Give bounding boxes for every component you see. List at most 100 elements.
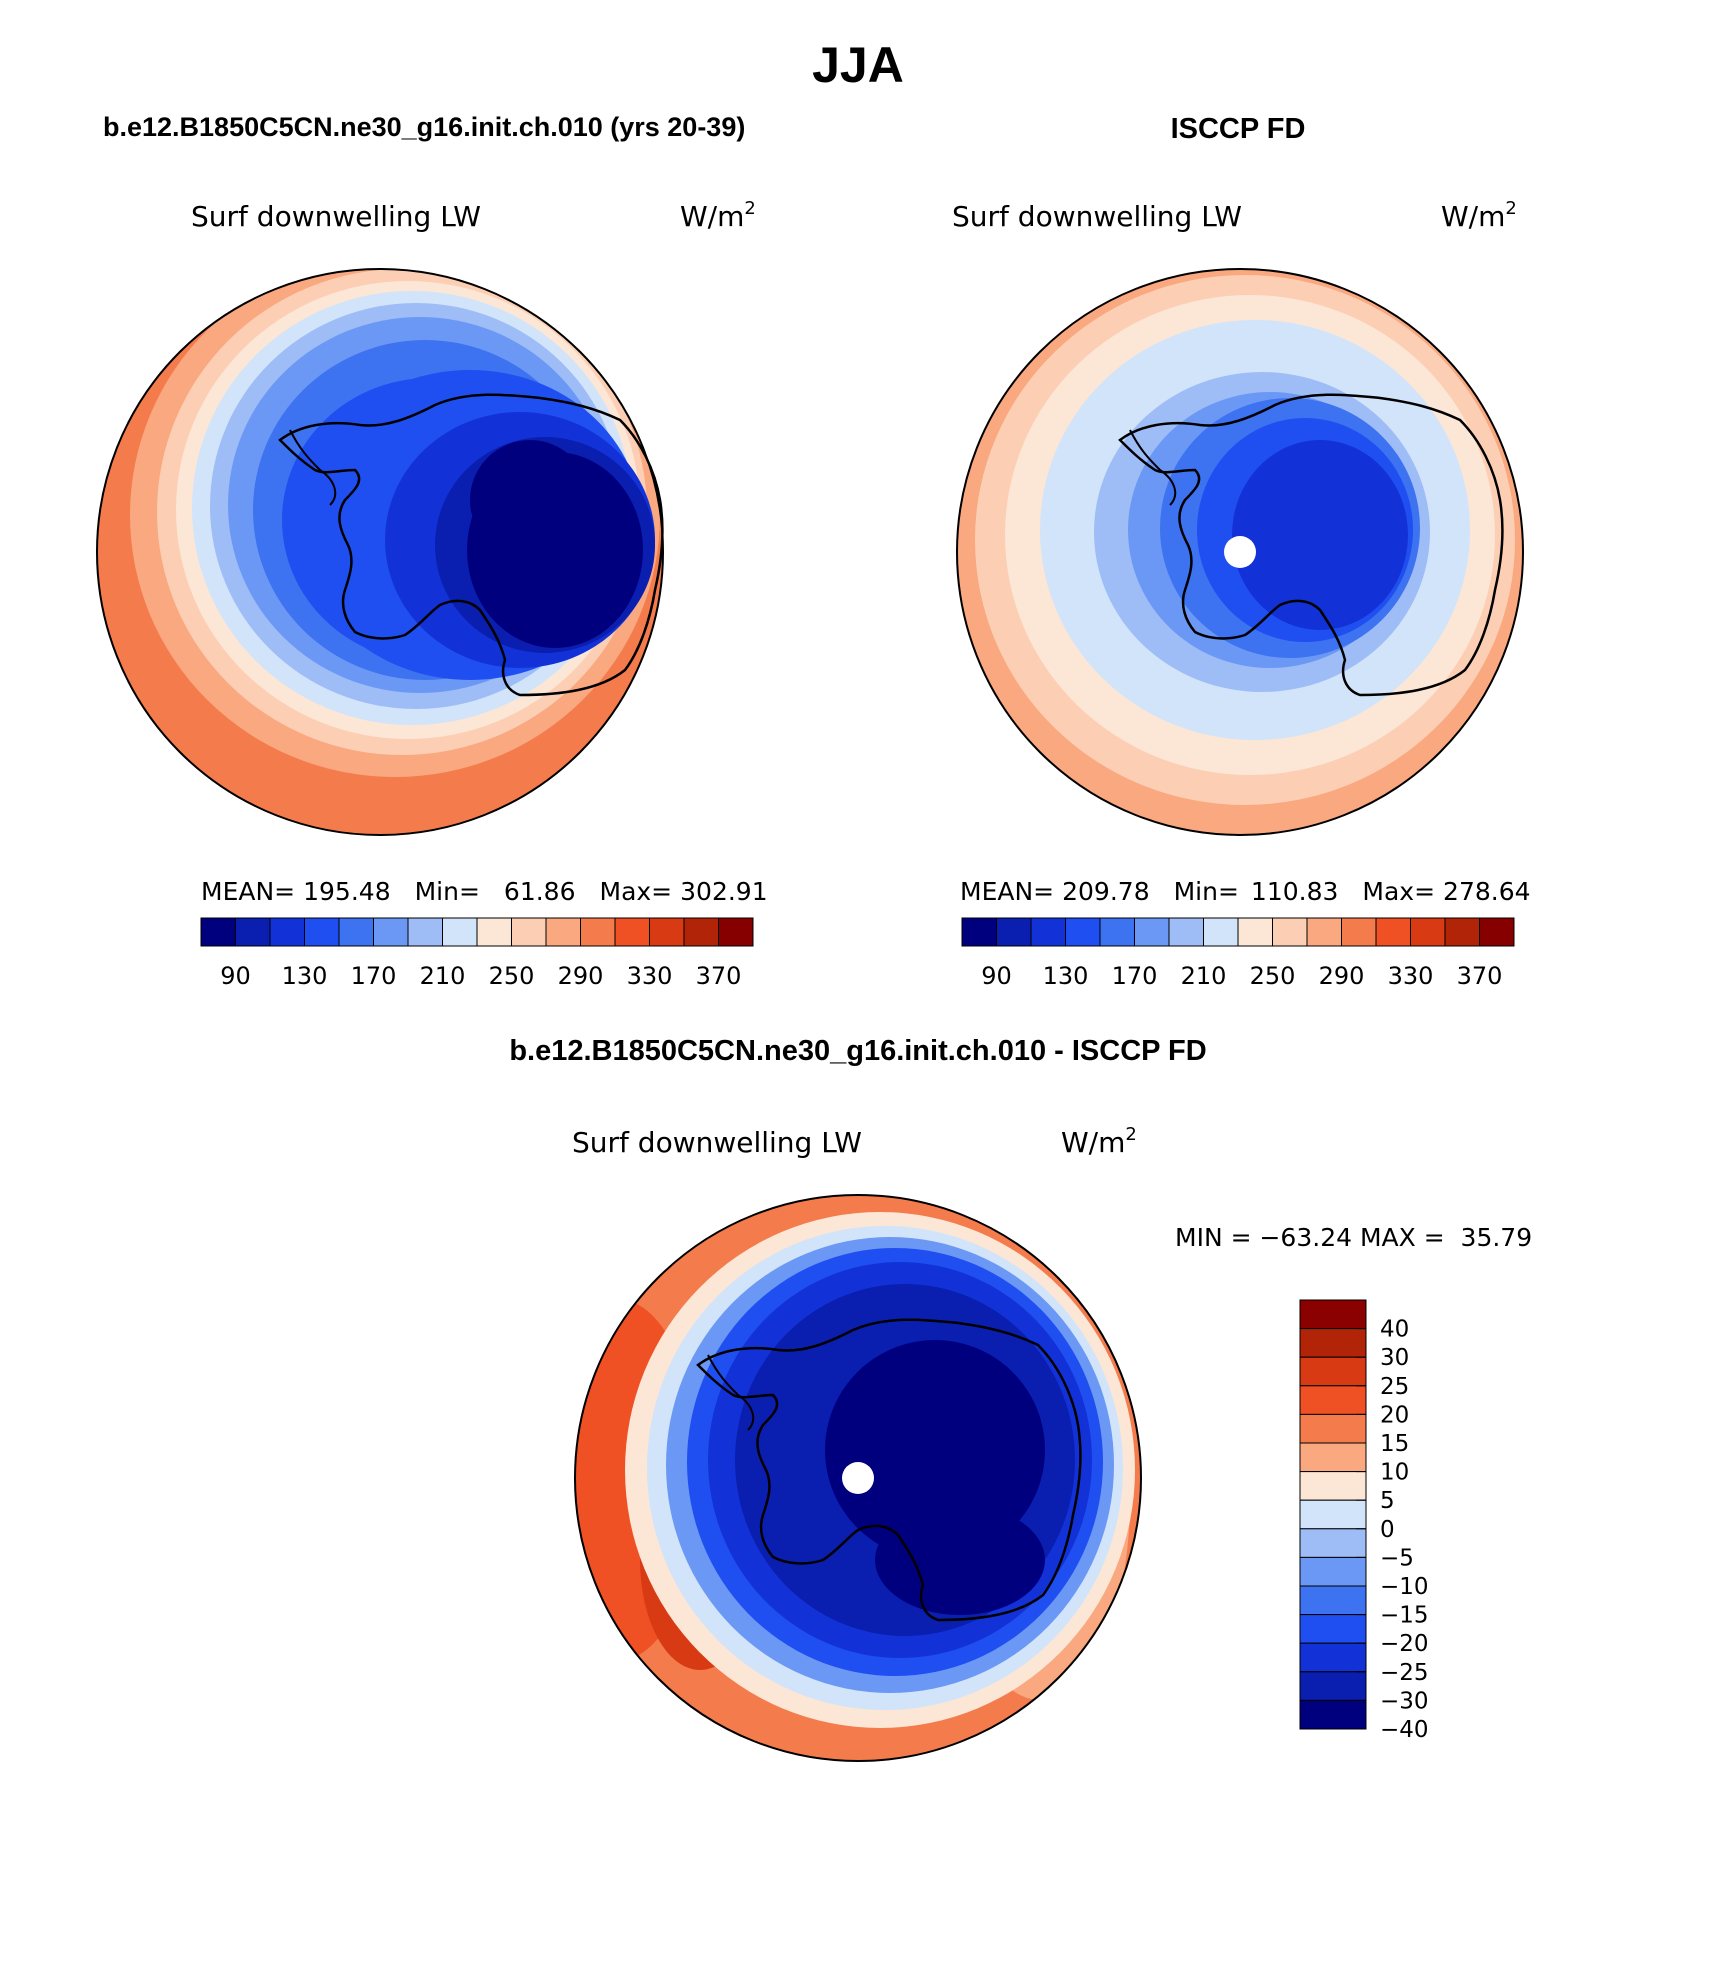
colorbar-obs-swatch (1168, 917, 1204, 947)
colorbar-diff-tick-label: 5 (1380, 1488, 1395, 1514)
colorbar-obs-tick-label: 370 (1457, 962, 1503, 990)
colorbar-diff-tick-label: 0 (1380, 1517, 1395, 1543)
pole-mask-obs (1224, 536, 1256, 568)
colorbar-model-tick-label: 370 (696, 962, 742, 990)
figure-title: JJA (812, 37, 904, 93)
colorbar-obs-swatch (1237, 917, 1273, 947)
colorbar-obs-swatch (1272, 917, 1308, 947)
colorbar-diff-tick-label: −15 (1380, 1603, 1429, 1629)
colorbar-diff-swatch (1299, 1299, 1367, 1330)
colorbar-diff-tick-label: 20 (1380, 1402, 1409, 1428)
colorbar-model-swatch (718, 917, 754, 947)
colorbar-model-tick-label: 210 (420, 962, 466, 990)
colorbar-obs: 90 130 170 210 250 290 330 370 (961, 917, 1515, 990)
map-obs (956, 268, 1524, 836)
colorbar-diff-swatch (1299, 1614, 1367, 1644)
colorbar-model-swatch (614, 917, 650, 947)
colorbar-obs-tick-label: 130 (1043, 962, 1089, 990)
colorbar-diff-swatch (1299, 1471, 1367, 1501)
colorbar-diff-tick-label: −5 (1380, 1545, 1414, 1571)
stats-diff: MIN = −63.24 MAX = 35.79 (1175, 1223, 1532, 1252)
colorbar-obs-tick-label: 90 (981, 962, 1012, 990)
units-label-obs: W/m2 (1441, 198, 1517, 233)
colorbar-obs-tick-label: 250 (1250, 962, 1296, 990)
colorbar-model-tick-label: 90 (220, 962, 251, 990)
colorbar-obs-tick-label: 210 (1181, 962, 1227, 990)
panel-header-diff: b.e12.B1850C5CN.ne30_g16.init.ch.010 - I… (509, 1035, 1206, 1067)
colorbar-model-swatch (683, 917, 719, 947)
colorbar-diff-swatch (1299, 1699, 1367, 1730)
map-diff (574, 1194, 1142, 1762)
colorbar-diff-tick-label: 30 (1380, 1345, 1409, 1371)
colorbar-model-swatch (338, 917, 374, 947)
colorbar-model-swatch (407, 917, 443, 947)
colorbar-obs-swatch (1065, 917, 1101, 947)
colorbar-model-swatch (476, 917, 512, 947)
colorbar-model-tick-label: 330 (627, 962, 673, 990)
colorbar-obs-swatch (1203, 917, 1239, 947)
units-exp-model: 2 (744, 198, 755, 219)
colorbar-obs-swatch (1341, 917, 1377, 947)
units-label-diff: W/m2 (1061, 1124, 1137, 1159)
colorbar-diff-swatch (1299, 1671, 1367, 1701)
colorbar-model-swatch (304, 917, 340, 947)
colorbar-diff-tick-label: 15 (1380, 1431, 1409, 1457)
colorbar-diff-swatch (1299, 1413, 1367, 1444)
colorbar-obs-tick-label: 330 (1388, 962, 1434, 990)
colorbar-diff-tick-label: 10 (1380, 1460, 1409, 1486)
colorbar-model-tick-label: 170 (351, 962, 397, 990)
units-exp-obs: 2 (1505, 198, 1516, 219)
units-base-obs: W/m (1441, 200, 1505, 233)
colorbar-diff-tick-label: −40 (1380, 1717, 1429, 1743)
colorbar-diff-swatch (1299, 1642, 1367, 1673)
colorbar-diff-swatch (1299, 1442, 1367, 1473)
colorbar-diff-swatch (1299, 1356, 1367, 1387)
colorbar-obs-swatch (1099, 917, 1135, 947)
colorbar-obs-swatch (1444, 917, 1480, 947)
colorbar-diff-tick-label: 40 (1380, 1317, 1409, 1343)
colorbar-model-swatch (269, 917, 305, 947)
colorbar-model-tick-label: 290 (558, 962, 604, 990)
colorbar-obs-swatch (996, 917, 1032, 947)
colorbar-diff-swatch (1299, 1328, 1367, 1358)
colorbar-model-tick-label: 250 (489, 962, 535, 990)
colorbar-model: 90 130 170 210 250 290 330 370 (200, 917, 754, 990)
colorbar-diff-swatch (1299, 1585, 1367, 1616)
colorbar-diff-tick-label: −25 (1380, 1660, 1429, 1686)
colorbar-diff-swatch (1299, 1528, 1367, 1558)
map-model (96, 268, 664, 836)
colorbar-obs-swatch (1479, 917, 1515, 947)
colorbar-obs-swatch (1306, 917, 1342, 947)
variable-label-model: Surf downwelling LW (191, 200, 481, 233)
units-exp-diff: 2 (1125, 1124, 1136, 1145)
colorbar-obs-tick-label: 290 (1319, 962, 1365, 990)
colorbar-model-swatch (200, 917, 236, 947)
colorbar-diff-tick-label: −10 (1380, 1574, 1429, 1600)
colorbar-model-tick-label: 130 (282, 962, 328, 990)
colorbar-model-swatch (373, 917, 409, 947)
colorbar-model-swatch (442, 917, 478, 947)
colorbar-obs-tick-label: 170 (1112, 962, 1158, 990)
colorbar-diff-tick-label: −20 (1380, 1631, 1429, 1657)
colorbar-model-swatch (545, 917, 581, 947)
colorbar-model-swatch (511, 917, 547, 947)
colorbar-diff-swatch (1299, 1499, 1367, 1530)
colorbar-diff-tick-label: 25 (1380, 1374, 1409, 1400)
pole-mask-diff (842, 1462, 874, 1494)
units-base-model: W/m (680, 200, 744, 233)
colorbar-diff-swatch (1299, 1385, 1367, 1415)
colorbar-obs-swatch (1030, 917, 1066, 947)
colorbar-diff-swatch (1299, 1556, 1367, 1587)
colorbar-model-swatch (580, 917, 616, 947)
variable-label-diff: Surf downwelling LW (572, 1126, 862, 1159)
units-label-model: W/m2 (680, 198, 756, 233)
panel-header-obs: ISCCP FD (1171, 113, 1306, 145)
panel-header-model: b.e12.B1850C5CN.ne30_g16.init.ch.010 (yr… (103, 112, 745, 142)
colorbar-obs-swatch (1134, 917, 1170, 947)
colorbar-model-swatch (649, 917, 685, 947)
colorbar-diff-tick-label: −30 (1380, 1688, 1429, 1714)
colorbar-model-swatch (235, 917, 271, 947)
units-base-diff: W/m (1061, 1126, 1125, 1159)
